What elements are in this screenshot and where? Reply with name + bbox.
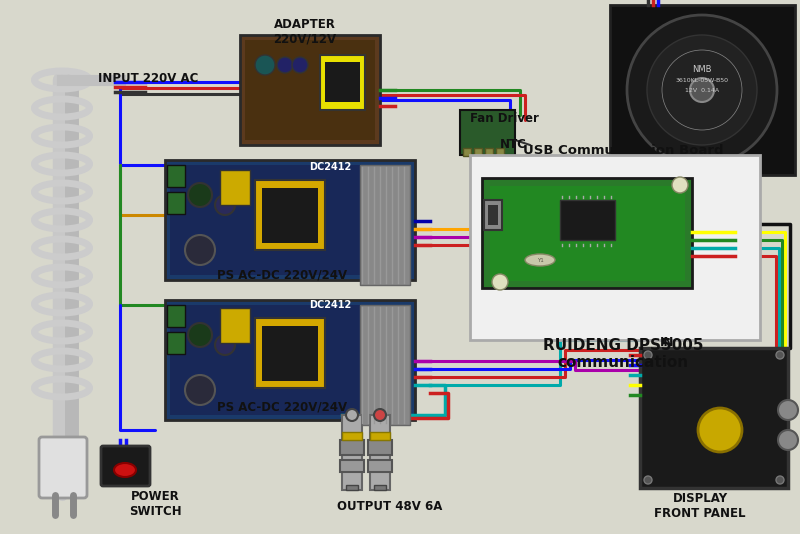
Text: NTC: NTC bbox=[500, 138, 527, 152]
Circle shape bbox=[644, 351, 652, 359]
Bar bbox=[220, 308, 250, 343]
Bar bbox=[340, 440, 364, 455]
Circle shape bbox=[776, 476, 784, 484]
Text: INPUT 220V AC: INPUT 220V AC bbox=[98, 72, 198, 85]
Circle shape bbox=[778, 400, 798, 420]
Circle shape bbox=[644, 476, 652, 484]
Circle shape bbox=[690, 78, 714, 102]
Circle shape bbox=[346, 409, 358, 421]
Bar bbox=[167, 192, 185, 214]
Bar bbox=[240, 35, 380, 145]
Ellipse shape bbox=[114, 463, 136, 477]
Circle shape bbox=[215, 335, 235, 355]
Text: DC2412: DC2412 bbox=[309, 300, 351, 310]
FancyBboxPatch shape bbox=[39, 437, 87, 498]
Bar bbox=[360, 165, 410, 285]
FancyBboxPatch shape bbox=[101, 446, 150, 486]
Bar bbox=[374, 485, 386, 490]
Bar bbox=[560, 200, 615, 240]
Bar bbox=[360, 305, 410, 425]
Text: DISPLAY
FRONT PANEL: DISPLAY FRONT PANEL bbox=[654, 492, 746, 520]
Bar bbox=[484, 200, 502, 230]
Bar bbox=[368, 460, 392, 472]
Bar bbox=[370, 432, 390, 440]
Circle shape bbox=[188, 323, 212, 347]
Text: NMB: NMB bbox=[692, 65, 712, 74]
Bar bbox=[167, 165, 185, 187]
Text: ADAPTER
220V/12V: ADAPTER 220V/12V bbox=[274, 18, 337, 46]
Circle shape bbox=[185, 235, 215, 265]
Bar bbox=[340, 460, 364, 472]
Bar bbox=[610, 5, 795, 175]
Bar bbox=[165, 160, 415, 280]
Bar bbox=[167, 305, 185, 327]
Bar bbox=[474, 148, 482, 156]
Bar bbox=[368, 440, 392, 455]
Bar bbox=[262, 326, 318, 381]
Circle shape bbox=[776, 351, 784, 359]
Text: 3610KL-05W-B50: 3610KL-05W-B50 bbox=[675, 78, 729, 83]
Text: Fan Driver: Fan Driver bbox=[470, 112, 539, 124]
Circle shape bbox=[374, 409, 386, 421]
Bar bbox=[470, 155, 760, 340]
Bar bbox=[482, 178, 692, 288]
Circle shape bbox=[215, 195, 235, 215]
Bar bbox=[463, 148, 471, 156]
Bar bbox=[342, 432, 362, 440]
Bar bbox=[262, 188, 318, 243]
Bar bbox=[170, 165, 410, 275]
Text: POWER
SWITCH: POWER SWITCH bbox=[129, 490, 182, 518]
Circle shape bbox=[185, 375, 215, 405]
Circle shape bbox=[672, 177, 688, 193]
Text: DC2412: DC2412 bbox=[309, 162, 351, 172]
Circle shape bbox=[188, 183, 212, 207]
Bar bbox=[460, 110, 515, 155]
Bar bbox=[167, 332, 185, 354]
Circle shape bbox=[255, 55, 275, 75]
Text: PS AC-DC 220V/24V: PS AC-DC 220V/24V bbox=[217, 400, 347, 413]
Bar bbox=[325, 62, 360, 102]
Circle shape bbox=[698, 408, 742, 452]
Bar bbox=[255, 318, 325, 388]
Bar bbox=[245, 40, 375, 140]
Bar bbox=[346, 485, 358, 490]
Circle shape bbox=[292, 57, 308, 73]
Text: USB Communication Board: USB Communication Board bbox=[522, 144, 723, 157]
Bar bbox=[165, 300, 415, 420]
Bar bbox=[370, 415, 390, 490]
Text: PS AC-DC 220V/24V: PS AC-DC 220V/24V bbox=[217, 268, 347, 281]
Bar bbox=[220, 170, 250, 205]
Bar bbox=[170, 305, 410, 415]
Circle shape bbox=[647, 35, 757, 145]
Bar bbox=[342, 415, 362, 490]
Text: Y1: Y1 bbox=[537, 257, 543, 263]
Bar bbox=[320, 55, 365, 110]
Bar bbox=[485, 148, 493, 156]
Circle shape bbox=[492, 274, 508, 290]
Circle shape bbox=[277, 57, 293, 73]
Ellipse shape bbox=[525, 254, 555, 266]
Text: IN: IN bbox=[660, 335, 674, 349]
Bar bbox=[490, 186, 685, 281]
Text: OUTPUT 48V 6A: OUTPUT 48V 6A bbox=[338, 500, 442, 513]
Text: RUIDENG DPS5005
communication: RUIDENG DPS5005 communication bbox=[542, 338, 703, 371]
Bar bbox=[640, 348, 788, 488]
Bar bbox=[488, 205, 498, 225]
Bar bbox=[496, 148, 504, 156]
Circle shape bbox=[627, 15, 777, 165]
Circle shape bbox=[778, 430, 798, 450]
Text: 12V  0.14A: 12V 0.14A bbox=[685, 88, 719, 93]
Bar bbox=[255, 180, 325, 250]
